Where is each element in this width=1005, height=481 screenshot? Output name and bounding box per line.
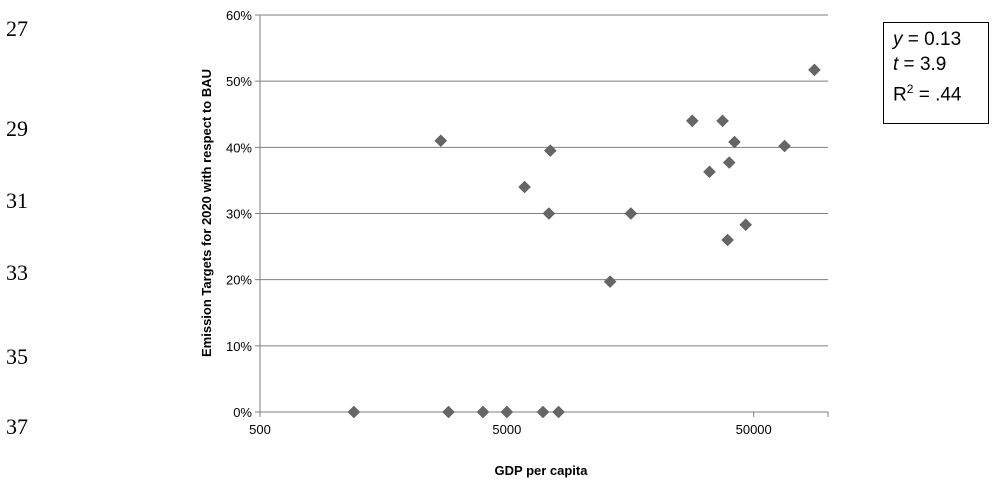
stat-t-value: 3.9 — [919, 54, 947, 75]
x-axis-ticks: 500 5000 50000 — [249, 412, 829, 437]
line-number: 27 — [6, 16, 28, 41]
y-axis-label: Emission Targets for 2020 with respect t… — [199, 69, 214, 357]
data-point — [808, 63, 821, 77]
data-point — [739, 218, 753, 232]
data-point — [721, 233, 734, 247]
data-point — [603, 275, 617, 289]
line-number: 33 — [6, 260, 28, 285]
y-tick-label: 0% — [233, 405, 252, 420]
line-number: 35 — [6, 344, 28, 369]
line-number: 37 — [6, 414, 28, 439]
stat-y: y = 0.13 — [893, 29, 962, 50]
data-point — [716, 114, 729, 128]
stat-t-var: t — [893, 54, 899, 75]
x-axis-label: GDP per capita — [495, 463, 589, 478]
data-point — [728, 135, 741, 149]
data-point — [476, 405, 490, 419]
stat-y-var: y — [893, 29, 903, 50]
x-tick-label: 500 — [249, 422, 271, 437]
data-point — [703, 165, 716, 179]
y-tick-label: 10% — [226, 339, 252, 354]
y-tick-label: 30% — [226, 207, 252, 222]
y-tick-label: 50% — [226, 74, 252, 89]
data-point — [552, 405, 565, 419]
y-tick-label: 40% — [226, 140, 252, 155]
line-number-column: 27 29 31 33 35 37 — [0, 0, 60, 481]
data-point — [685, 114, 699, 128]
data-point — [543, 144, 557, 157]
y-tick-label: 60% — [226, 8, 252, 23]
data-point — [778, 139, 791, 153]
regression-stats-box: y = 0.13 t = 3.9 R2 = .44 — [883, 22, 989, 124]
line-number: 31 — [6, 188, 28, 213]
data-point — [442, 405, 455, 419]
data-point — [624, 207, 638, 220]
stat-r2-value: .44 — [935, 84, 962, 106]
x-tick-label: 50000 — [736, 422, 772, 437]
stat-r2-var: R — [893, 84, 907, 106]
data-points — [347, 63, 821, 419]
y-tick-label: 20% — [226, 273, 252, 288]
data-point — [722, 156, 736, 169]
data-point — [518, 180, 531, 194]
y-axis-ticks: 0% 10% 20% 30% 40% 50% 60% — [226, 8, 260, 420]
data-point — [347, 405, 361, 419]
stat-r2-sup: 2 — [906, 82, 914, 96]
line-number: 29 — [6, 116, 28, 141]
data-point — [434, 134, 448, 148]
x-tick-label: 5000 — [492, 422, 521, 437]
data-point — [500, 405, 514, 419]
stat-y-value: 0.13 — [924, 29, 962, 50]
data-point — [536, 405, 550, 419]
stat-t: t = 3.9 — [893, 54, 947, 75]
stat-r2: R2 = .44 — [893, 82, 962, 106]
data-point — [542, 207, 556, 220]
